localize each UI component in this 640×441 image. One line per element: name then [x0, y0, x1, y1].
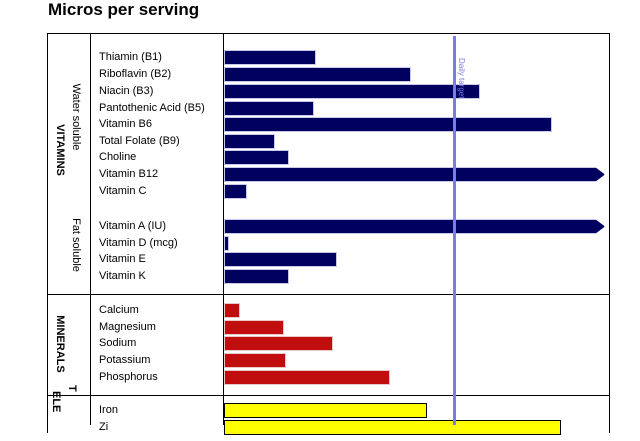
- row-label: Potassium: [99, 354, 151, 366]
- divider: [90, 33, 91, 425]
- row-label: Zi: [99, 421, 109, 433]
- bar: [224, 184, 248, 199]
- row-label: Vitamin A (IU): [99, 220, 167, 232]
- row-label: Magnesium: [99, 321, 156, 333]
- bar: [224, 252, 338, 267]
- bar: [224, 84, 481, 99]
- bar: [224, 420, 562, 435]
- bar: [224, 150, 289, 165]
- row-label: Vitamin K: [99, 270, 146, 282]
- chart-title: Micros per serving: [48, 0, 200, 19]
- bar: [224, 336, 333, 351]
- row-label: Vitamin B12: [99, 168, 159, 180]
- bar: [224, 167, 605, 182]
- bar: [224, 370, 391, 385]
- group-label-vitamins: VITAMINS: [54, 124, 66, 176]
- row-label: Calcium: [99, 304, 139, 316]
- group-label-minerals: MINERALS: [54, 315, 66, 373]
- row-label: Sodium: [99, 337, 137, 349]
- group-label-trace-line2: ELE: [50, 391, 62, 413]
- row-label: Vitamin D (mcg): [99, 237, 178, 249]
- row-label: Niacin (B3): [99, 85, 154, 97]
- bar: [224, 303, 241, 318]
- bar: [224, 67, 412, 82]
- group-label-trace-line1: T: [66, 385, 78, 392]
- daily-target-line: [453, 36, 456, 425]
- daily-target-label: Daily target: [457, 58, 466, 99]
- subgroup-label-fat-soluble: Fat soluble: [70, 218, 82, 272]
- row-label: Vitamin E: [99, 253, 146, 265]
- bar: [224, 101, 315, 116]
- divider: [223, 33, 224, 425]
- chart-frame: [47, 33, 610, 433]
- bar: [224, 219, 605, 234]
- row-label: Total Folate (B9): [99, 135, 180, 147]
- divider: [47, 294, 610, 295]
- bar: [224, 353, 287, 368]
- row-label: Iron: [99, 404, 118, 416]
- subgroup-label-water-soluble: Water soluble: [70, 83, 82, 151]
- row-label: Vitamin C: [99, 185, 147, 197]
- divider: [47, 395, 610, 396]
- bar: [224, 134, 275, 149]
- row-label: Phosphorus: [99, 371, 158, 383]
- row-label: Thiamin (B1): [99, 51, 162, 63]
- bar: [224, 320, 285, 335]
- row-label: Riboflavin (B2): [99, 68, 172, 80]
- bar: [224, 50, 317, 65]
- row-label: Vitamin B6: [99, 118, 152, 130]
- bar: [224, 269, 289, 284]
- row-label: Choline: [99, 151, 137, 163]
- bar: [224, 403, 428, 418]
- row-label: Pantothenic Acid (B5): [99, 102, 205, 114]
- bar: [224, 236, 229, 251]
- bar: [224, 117, 553, 132]
